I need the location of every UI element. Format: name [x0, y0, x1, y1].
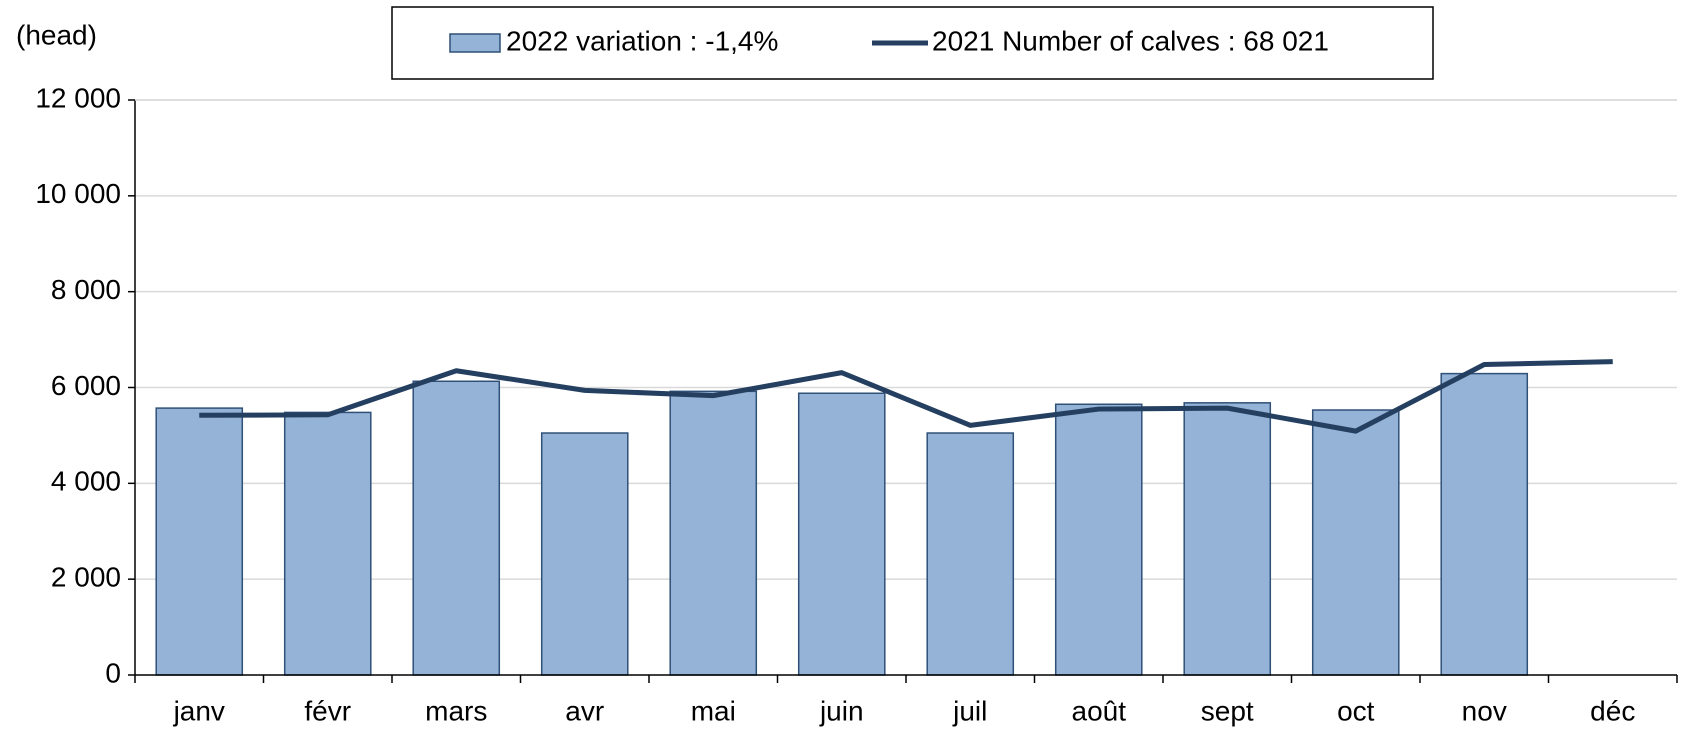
x-tick-label: févr [304, 695, 351, 726]
x-tick-label: mars [425, 695, 487, 726]
legend-swatch [449, 33, 501, 53]
x-tick-label: janv [173, 695, 225, 726]
x-tick-label: avr [565, 695, 604, 726]
y-tick-label: 2 000 [51, 562, 121, 593]
bar [1311, 409, 1400, 676]
legend-label: 2021 Number of calves : 68 021 [932, 25, 1329, 56]
x-tick-label: août [1072, 695, 1127, 726]
x-tick-label: déc [1590, 695, 1635, 726]
bar [540, 432, 629, 676]
bar [1183, 402, 1272, 676]
line [199, 359, 1613, 434]
x-tick-label: juil [952, 695, 987, 726]
y-tick-label: 4 000 [51, 466, 121, 497]
y-tick-label: 8 000 [51, 274, 121, 305]
bar [926, 432, 1015, 676]
legend-label: 2022 variation : -1,4% [506, 25, 778, 56]
x-tick-label: sept [1201, 695, 1254, 726]
bar [412, 380, 501, 676]
y-tick-label: 10 000 [35, 178, 121, 209]
x-tick-label: oct [1337, 695, 1375, 726]
bar [669, 390, 758, 676]
bar [1440, 372, 1529, 676]
bar [1054, 403, 1143, 676]
y-tick-label: 12 000 [35, 82, 121, 113]
bar [797, 392, 886, 676]
x-tick-label: juin [819, 695, 864, 726]
bar [283, 411, 372, 676]
x-tick-label: mai [691, 695, 736, 726]
x-tick-label: nov [1462, 695, 1507, 726]
y-tick-label: 0 [105, 657, 121, 688]
y-axis-label: (head) [16, 19, 97, 50]
y-tick-label: 6 000 [51, 370, 121, 401]
bar [155, 407, 244, 676]
